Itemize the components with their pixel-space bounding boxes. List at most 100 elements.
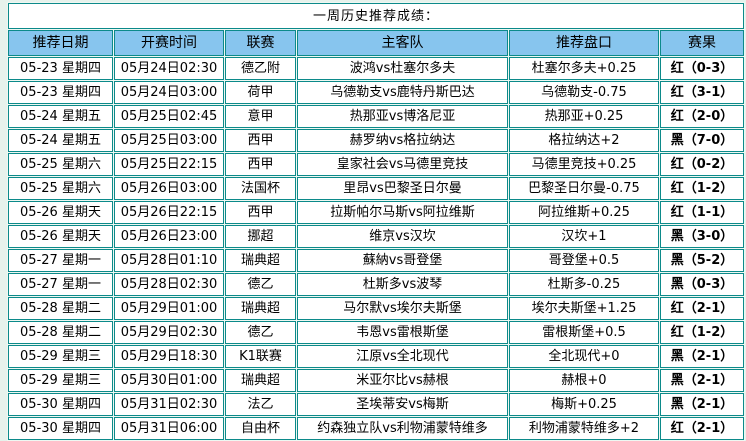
cell-time: 05月24日03:00: [114, 81, 224, 104]
cell-handicap: 雷根斯堡+0.5: [509, 321, 659, 344]
cell-teams: 约森独立队vs利物浦蒙特维多: [297, 417, 508, 440]
cell-league: 德乙附: [225, 57, 296, 80]
cell-time: 05月25日03:00: [114, 129, 224, 152]
cell-date: 05-25 星期六: [8, 177, 113, 200]
cell-time: 05月24日02:30: [114, 57, 224, 80]
cell-handicap: 汉坎+1: [509, 225, 659, 248]
cell-date: 05-27 星期一: [8, 273, 113, 296]
cell-date: 05-30 星期四: [8, 393, 113, 416]
cell-time: 05月29日02:30: [114, 321, 224, 344]
cell-date: 05-29 星期三: [8, 369, 113, 392]
cell-handicap: 哥登堡+0.5: [509, 249, 659, 272]
cell-date: 05-26 星期天: [8, 225, 113, 248]
cell-handicap: 全北现代+0: [509, 345, 659, 368]
cell-league: 西甲: [225, 201, 296, 224]
cell-date: 05-29 星期三: [8, 345, 113, 368]
cell-date: 05-23 星期四: [8, 81, 113, 104]
table-row: 05-25 星期六 05月26日03:00 法国杯 里昂vs巴黎圣日尔曼 巴黎圣日尔曼-…: [8, 177, 745, 200]
cell-result: 红（1-2）: [660, 177, 745, 200]
cell-league: 荷甲: [225, 81, 296, 104]
cell-date: 05-24 星期五: [8, 129, 113, 152]
cell-result: 黑（2-1）: [660, 369, 745, 392]
cell-teams: 江原vs全北现代: [297, 345, 508, 368]
cell-league: 西甲: [225, 129, 296, 152]
cell-teams: 马尔默vs埃尔夫斯堡: [297, 297, 508, 320]
cell-handicap: 埃尔夫斯堡+1.25: [509, 297, 659, 320]
col-header-kickoff-time: 开赛时间: [114, 30, 224, 56]
cell-date: 05-30 星期四: [8, 417, 113, 440]
cell-league: 瑞典超: [225, 297, 296, 320]
table-row: 05-23 星期四 05月24日02:30 德乙附 波鸿vs杜塞尔多夫 杜塞尔多夫+0.…: [8, 57, 745, 80]
cell-date: 05-26 星期天: [8, 201, 113, 224]
cell-result: 红（1-2）: [660, 321, 745, 344]
cell-result: 黑（5-2）: [660, 249, 745, 272]
cell-result: 黑（3-0）: [660, 225, 745, 248]
cell-teams: 里昂vs巴黎圣日尔曼: [297, 177, 508, 200]
cell-teams: 蘇納vs哥登堡: [297, 249, 508, 272]
cell-time: 05月30日01:00: [114, 369, 224, 392]
col-header-teams: 主客队: [297, 30, 508, 56]
table-row: 05-25 星期六 05月25日22:15 西甲 皇家社会vs马德里竞技 马德里竞技+0…: [8, 153, 745, 176]
cell-result: 红（0-3）: [660, 57, 745, 80]
cell-handicap: 赫根+0: [509, 369, 659, 392]
cell-league: K1联赛: [225, 345, 296, 368]
cell-time: 05月29日18:30: [114, 345, 224, 368]
table-row: 05-29 星期三 05月29日18:30 K1联赛 江原vs全北现代 全北现代+0 黑（…: [8, 345, 745, 368]
header-row: 推荐日期 开赛时间 联赛 主客队 推荐盘口 赛果: [8, 30, 745, 56]
table-row: 05-28 星期二 05月29日01:00 瑞典超 马尔默vs埃尔夫斯堡 埃尔夫斯堡+1…: [8, 297, 745, 320]
cell-time: 05月26日23:00: [114, 225, 224, 248]
col-header-handicap: 推荐盘口: [509, 30, 659, 56]
cell-handicap: 格拉纳达+2: [509, 129, 659, 152]
cell-time: 05月25日02:45: [114, 105, 224, 128]
cell-league: 挪超: [225, 225, 296, 248]
cell-league: 西甲: [225, 153, 296, 176]
cell-result: 黑（2-1）: [660, 393, 745, 416]
cell-handicap: 乌德勒支-0.75: [509, 81, 659, 104]
cell-teams: 波鸿vs杜塞尔多夫: [297, 57, 508, 80]
cell-league: 瑞典超: [225, 249, 296, 272]
cell-result: 黑（7-0）: [660, 129, 745, 152]
cell-handicap: 杜塞尔多夫+0.25: [509, 57, 659, 80]
cell-time: 05月26日22:15: [114, 201, 224, 224]
cell-result: 黑（2-1）: [660, 345, 745, 368]
cell-time: 05月31日02:30: [114, 393, 224, 416]
cell-teams: 圣埃蒂安vs梅斯: [297, 393, 508, 416]
cell-handicap: 利物浦蒙特维多+2: [509, 417, 659, 440]
cell-handicap: 杜斯多-0.25: [509, 273, 659, 296]
cell-league: 自由杯: [225, 417, 296, 440]
cell-time: 05月28日01:10: [114, 249, 224, 272]
cell-league: 法国杯: [225, 177, 296, 200]
table-row: 05-24 星期五 05月25日02:45 意甲 热那亚vs博洛尼亚 热那亚+0.25 红…: [8, 105, 745, 128]
table-row: 05-30 星期四 05月31日02:30 法乙 圣埃蒂安vs梅斯 梅斯+0.25 黑（2…: [8, 393, 745, 416]
cell-teams: 赫罗纳vs格拉纳达: [297, 129, 508, 152]
cell-date: 05-23 星期四: [8, 57, 113, 80]
cell-teams: 米亚尔比vs赫根: [297, 369, 508, 392]
col-header-result: 赛果: [660, 30, 745, 56]
table-row: 05-24 星期五 05月25日03:00 西甲 赫罗纳vs格拉纳达 格拉纳达+2 黑（7…: [8, 129, 745, 152]
cell-handicap: 梅斯+0.25: [509, 393, 659, 416]
cell-handicap: 热那亚+0.25: [509, 105, 659, 128]
cell-league: 德乙: [225, 273, 296, 296]
cell-handicap: 马德里竞技+0.25: [509, 153, 659, 176]
table-row: 05-28 星期二 05月29日02:30 德乙 韦恩vs雷根斯堡 雷根斯堡+0.5 红（…: [8, 321, 745, 344]
cell-teams: 韦恩vs雷根斯堡: [297, 321, 508, 344]
cell-teams: 热那亚vs博洛尼亚: [297, 105, 508, 128]
cell-time: 05月28日02:30: [114, 273, 224, 296]
cell-result: 红（0-2）: [660, 153, 745, 176]
title-row: 一周历史推荐成绩：: [8, 3, 745, 29]
col-header-league: 联赛: [225, 30, 296, 56]
cell-teams: 皇家社会vs马德里竞技: [297, 153, 508, 176]
cell-teams: 杜斯多vs波琴: [297, 273, 508, 296]
cell-handicap: 阿拉维斯+0.25: [509, 201, 659, 224]
cell-result: 红（2-0）: [660, 105, 745, 128]
table-title: 一周历史推荐成绩：: [8, 3, 745, 29]
cell-league: 意甲: [225, 105, 296, 128]
table-row: 05-26 星期天 05月26日23:00 挪超 维京vs汉坎 汉坎+1 黑（3-0）: [8, 225, 745, 248]
cell-teams: 维京vs汉坎: [297, 225, 508, 248]
col-header-recommend-date: 推荐日期: [8, 30, 113, 56]
cell-time: 05月31日06:00: [114, 417, 224, 440]
cell-time: 05月25日22:15: [114, 153, 224, 176]
cell-league: 瑞典超: [225, 369, 296, 392]
cell-date: 05-27 星期一: [8, 249, 113, 272]
